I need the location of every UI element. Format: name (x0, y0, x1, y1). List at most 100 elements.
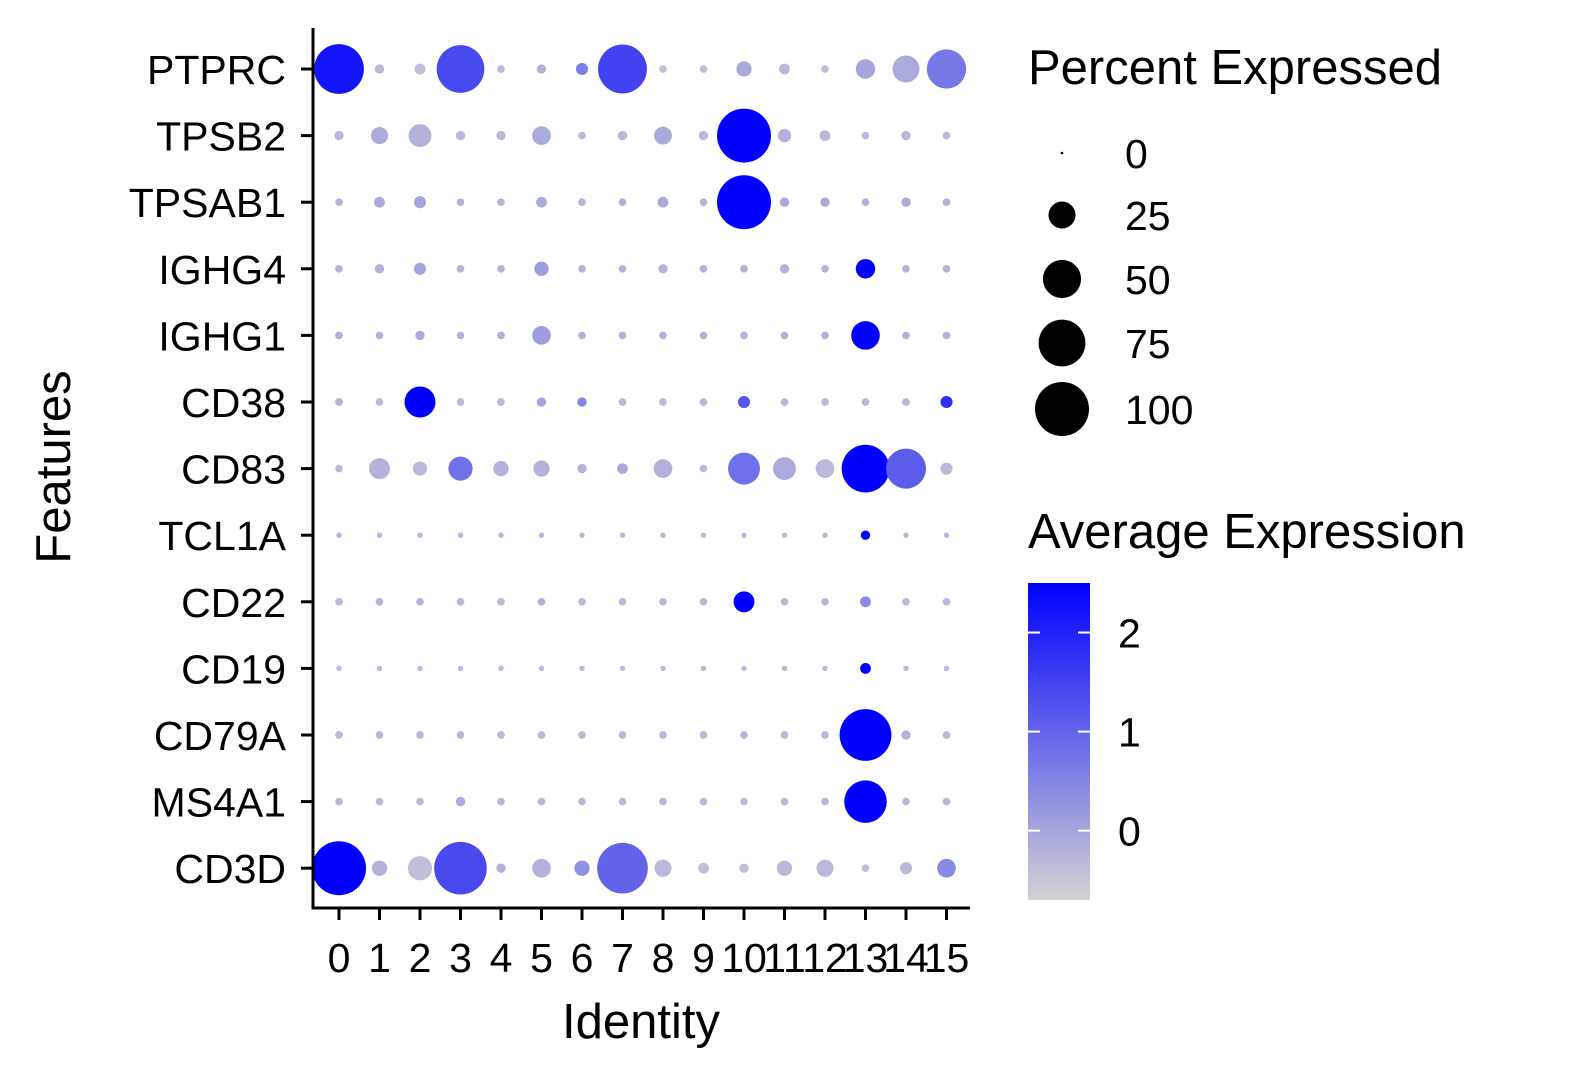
dot-cd3d-5 (532, 858, 551, 878)
size-legend-title: Percent Expressed (1028, 41, 1442, 95)
dot-cd79a-2 (416, 731, 424, 739)
dot-cd22-8 (659, 597, 667, 606)
dot-cd38-0 (335, 398, 343, 406)
dot-ptprc-3 (436, 45, 485, 93)
dot-tpsb2-6 (578, 131, 586, 140)
dot-ighg1-4 (497, 331, 505, 340)
dot-ms4a1-11 (780, 797, 789, 806)
dot-cd83-10 (728, 452, 760, 485)
dot-cd19-10 (741, 665, 747, 672)
size-legend-key (1048, 201, 1076, 229)
dot-cd19-11 (781, 665, 788, 672)
color-legend-label: 2 (1118, 611, 1141, 657)
dot-tpsb2-11 (777, 128, 792, 143)
dot-tcl1a-12 (822, 532, 828, 538)
dot-cd83-2 (412, 461, 428, 476)
x-tick-label: 12 (802, 935, 848, 981)
dot-ptprc-9 (699, 65, 708, 73)
x-tick-label: 11 (763, 935, 806, 981)
dot-cd79a-1 (375, 731, 384, 739)
dot-cd19-6 (579, 665, 585, 672)
dot-ighg1-5 (532, 326, 551, 345)
color-legend-bar (1028, 583, 1090, 900)
dot-cd22-3 (456, 597, 465, 606)
dot-ighg4-7 (618, 264, 627, 273)
dot-ms4a1-6 (578, 797, 586, 806)
dot-cd83-7 (617, 463, 628, 474)
dot-tpsab1-2 (413, 196, 427, 209)
dot-ighg1-7 (618, 331, 627, 340)
dot-ptprc-12 (821, 65, 829, 73)
dot-ptprc-15 (926, 49, 967, 89)
dot-cd19-0 (336, 665, 342, 672)
dot-ighg1-0 (335, 331, 343, 340)
x-tick-label: 8 (652, 935, 675, 981)
dot-cd22-1 (375, 597, 384, 606)
y-tick-label: CD3D (174, 846, 286, 892)
dot-tcl1a-3 (457, 532, 464, 538)
dot-cd79a-3 (456, 731, 465, 739)
dot-ighg4-1 (374, 264, 385, 274)
dot-cd19-14 (903, 665, 909, 672)
dot-cd38-9 (699, 398, 708, 406)
dot-cd79a-4 (497, 731, 505, 739)
dot-cd79a-6 (578, 731, 586, 739)
size-legend-key (1042, 259, 1082, 299)
dot-ighg4-15 (942, 264, 951, 273)
dot-ptprc-14 (892, 55, 920, 83)
dot-cd38-8 (659, 398, 667, 406)
dot-ighg4-10 (740, 264, 748, 273)
dot-ptprc-11 (779, 63, 790, 75)
dot-cd22-15 (942, 597, 951, 606)
dot-cd3d-13 (861, 864, 870, 873)
dot-cd19-12 (822, 665, 828, 672)
x-tick-label: 1 (368, 935, 391, 981)
dot-cd3d-2 (407, 856, 433, 881)
dot-cd3d-15 (937, 858, 956, 878)
dot-tpsab1-9 (699, 198, 708, 207)
color-legend-title: Average Expression (1028, 505, 1466, 559)
dot-cd83-14 (885, 448, 927, 489)
dot-ighg1-12 (821, 331, 829, 340)
dot-ighg4-8 (658, 264, 668, 274)
dot-tpsab1-11 (779, 197, 790, 207)
dot-cd19-5 (538, 665, 545, 672)
y-tick-label: CD38 (181, 380, 286, 426)
dot-ighg1-2 (415, 330, 425, 341)
dot-ighg4-3 (456, 264, 465, 273)
dot-cd3d-1 (371, 860, 388, 876)
dot-cd38-13 (861, 398, 870, 406)
dot-cd22-10 (733, 591, 755, 613)
dot-tpsb2-15 (942, 131, 951, 140)
dot-cd3d-11 (776, 860, 793, 876)
dot-ptprc-0 (314, 44, 364, 94)
dot-tpsab1-6 (578, 198, 586, 207)
dot-cd38-3 (456, 398, 465, 406)
dot-ms4a1-1 (375, 797, 384, 806)
size-legend-label: 25 (1125, 193, 1171, 239)
dot-cd38-12 (821, 398, 829, 406)
dot-cd83-15 (940, 462, 953, 475)
dot-ms4a1-4 (497, 797, 505, 806)
dot-ighg1-10 (740, 331, 748, 340)
dot-ighg4-6 (578, 264, 586, 273)
dot-ms4a1-8 (659, 797, 667, 806)
dot-tpsb2-9 (698, 130, 709, 141)
dot-tpsb2-7 (617, 130, 628, 141)
dot-ms4a1-9 (699, 797, 708, 806)
dot-tpsb2-12 (819, 130, 831, 142)
dot-ms4a1-3 (455, 796, 466, 807)
y-tick-label: TCL1A (158, 513, 286, 559)
dot-cd83-0 (335, 464, 343, 473)
dot-cd79a-0 (335, 731, 343, 739)
dot-cd38-1 (375, 398, 384, 406)
dot-cd38-2 (404, 386, 436, 418)
x-tick-label: 10 (721, 935, 767, 981)
dot-ms4a1-10 (740, 797, 748, 806)
dot-cd38-10 (737, 395, 751, 409)
y-tick-label: CD79A (154, 713, 287, 759)
dot-ptprc-7 (598, 44, 647, 94)
dot-cd19-9 (700, 665, 707, 672)
dot-cd38-11 (780, 398, 789, 406)
dot-ighg1-6 (578, 331, 586, 340)
